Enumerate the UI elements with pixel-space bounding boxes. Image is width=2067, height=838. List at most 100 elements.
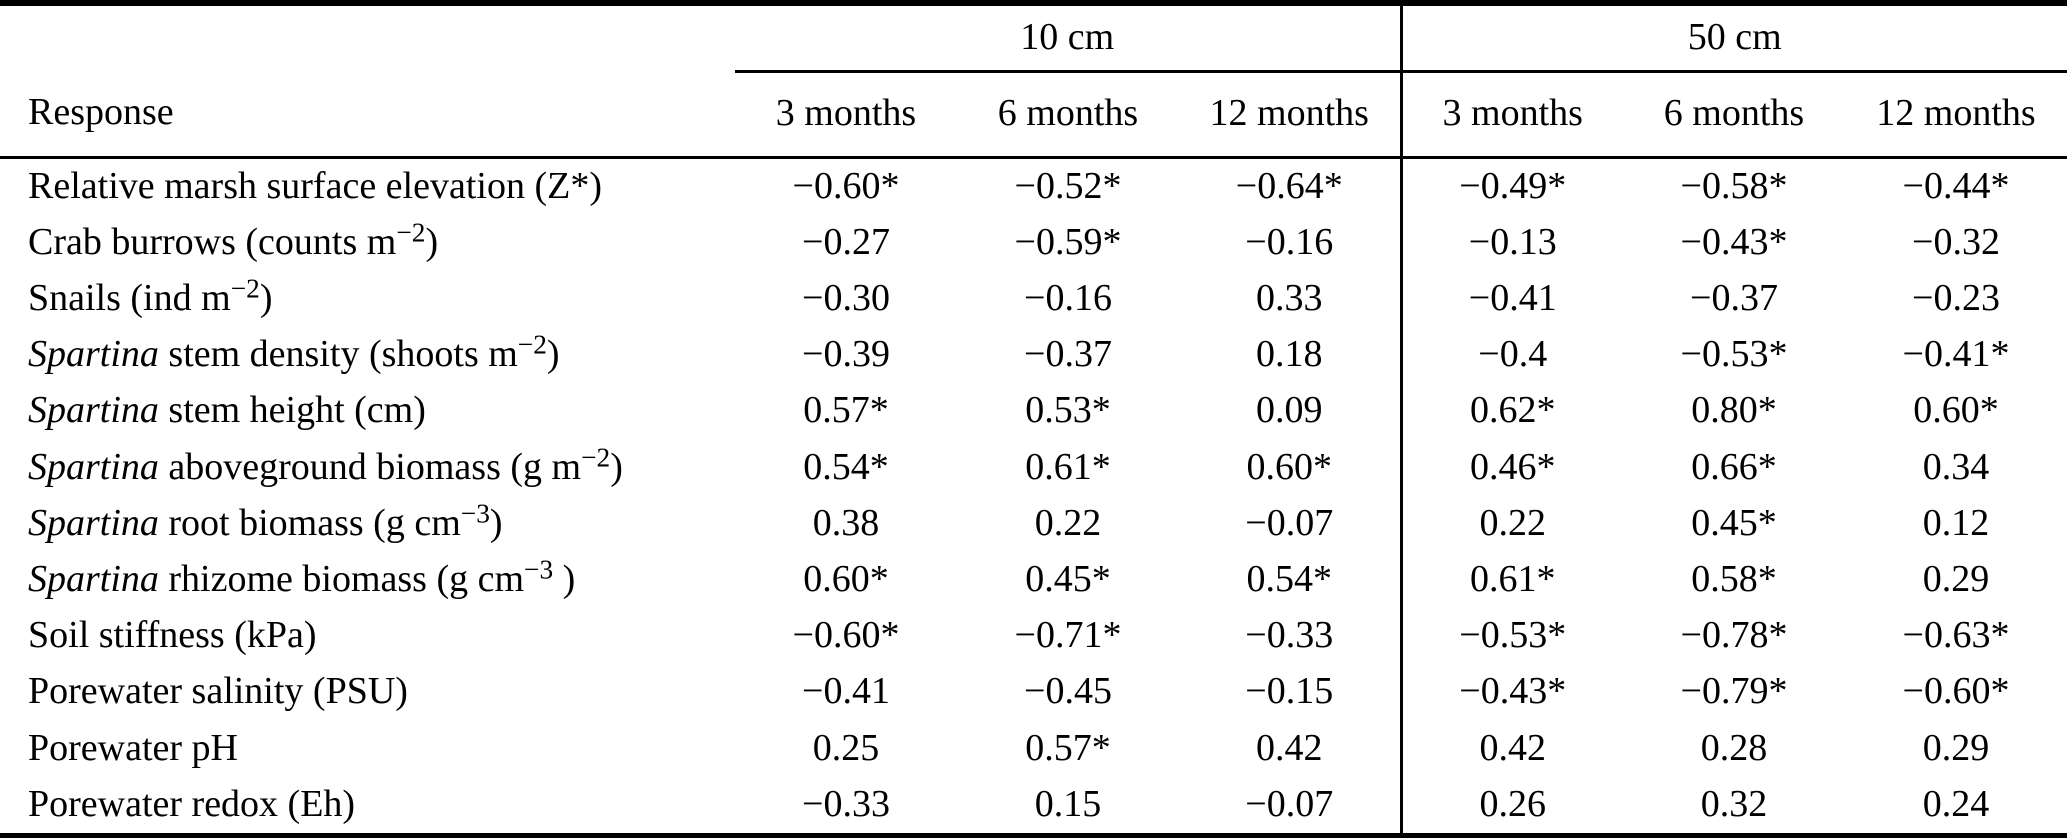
correlation-value: −0.16 [1245, 220, 1334, 263]
response-label-part: Crab burrows (counts m [28, 220, 397, 263]
correlation-value: 0.25 [812, 726, 880, 769]
correlation-value: −0.45 [1024, 670, 1112, 713]
response-label-part: −3 [524, 554, 554, 585]
correlation-value: 0.58* [1691, 558, 1777, 601]
response-label-part: Spartina [28, 389, 159, 432]
correlation-value: 0.57* [1025, 726, 1111, 769]
correlation-value: 0.33 [1256, 277, 1323, 320]
subheader-12-months-10cm: 12 months [1179, 71, 1401, 159]
correlation-value: 0.22 [1034, 501, 1102, 544]
correlation-value: 0.32 [1700, 782, 1768, 825]
correlation-value: −0.27 [802, 220, 890, 263]
group-header-row: 10 cm 50 cm [0, 3, 2067, 73]
correlation-value: 0.53* [1025, 389, 1111, 432]
correlation-value: −0.30 [802, 277, 890, 320]
correlation-value: 0.12 [1922, 501, 1990, 544]
response-label-part: −2 [230, 273, 260, 304]
correlation-value: −0.60* [792, 614, 900, 657]
correlation-value: 0.60* [1913, 389, 1999, 432]
sub-header-row: Response 3 months 6 months 12 months 3 m… [0, 71, 2067, 159]
response-label: Porewater salinity (PSU) [0, 664, 735, 720]
response-label-part: aboveground biomass (g m [158, 445, 582, 488]
response-label-part: ) [553, 558, 576, 601]
correlation-value: −0.44* [1902, 164, 2010, 207]
correlation-value: −0.60* [1902, 670, 2010, 713]
table-row: Spartina stem density (shoots m−2) −0.39 −… [0, 327, 2067, 384]
response-label: Snails (ind m−2) [0, 271, 735, 327]
table-row: Snails (ind m−2) −0.30 −0.16 0.33 −0.41 −0.37… [0, 270, 2067, 328]
response-label-part: Relative marsh surface elevation (Z*) [28, 164, 602, 207]
correlation-value: −0.33 [1245, 614, 1334, 657]
correlation-value: 0.54* [1246, 558, 1333, 601]
correlation-value: −0.41 [802, 670, 890, 713]
response-label: Spartina stem height (cm) [0, 383, 735, 439]
response-label: Spartina aboveground biomass (g m−2) [0, 439, 735, 495]
response-label: Soil stiffness (kPa) [0, 608, 735, 664]
correlation-value: −0.41* [1902, 333, 2010, 376]
response-label: Spartina root biomass (g cm−3) [0, 496, 735, 552]
correlation-value: −0.07 [1245, 501, 1334, 544]
table-row: Spartina aboveground biomass (g m−2) 0.54… [0, 439, 2067, 496]
correlation-value: 0.29 [1922, 726, 1990, 769]
group-header-50cm: 50 cm [1399, 3, 2067, 73]
correlation-value: −0.60* [792, 164, 900, 207]
table-row: Spartina rhizome biomass (g cm−3 ) 0.60* 0… [0, 551, 2067, 609]
corner-cell [0, 3, 735, 71]
response-label-part: ) [489, 501, 503, 544]
table-row: Soil stiffness (kPa) −0.60* −0.71* −0.33 −0.… [0, 608, 2067, 665]
correlation-value: −0.33 [802, 782, 890, 825]
correlation-value: −0.53* [1680, 333, 1788, 376]
correlation-value: −0.53* [1399, 608, 1623, 665]
response-label: Spartina rhizome biomass (g cm−3 ) [0, 552, 735, 608]
correlation-value: −0.49* [1399, 157, 1623, 215]
correlation-value: −0.16 [1024, 277, 1112, 320]
correlation-value: −0.23 [1912, 277, 2000, 320]
correlation-value: −0.37 [1690, 277, 1778, 320]
correlation-value: −0.64* [1235, 164, 1343, 207]
response-label-part: Spartina [28, 445, 159, 488]
correlation-value: −0.41 [1399, 270, 1623, 328]
correlation-value: −0.13 [1399, 214, 1623, 271]
correlation-value: 0.46* [1399, 439, 1623, 496]
table-row: Spartina root biomass (g cm−3) 0.38 0.22 −0… [0, 495, 2067, 552]
response-label-part: −3 [460, 498, 490, 529]
response-label-part: ) [610, 445, 623, 488]
response-label: Porewater pH [0, 720, 735, 776]
correlation-value: −0.39 [802, 333, 890, 376]
correlation-value: −0.07 [1245, 782, 1334, 825]
correlation-value: 0.34 [1922, 445, 1990, 488]
response-label-part: Spartina [28, 333, 159, 376]
correlation-value: −0.58* [1680, 164, 1788, 207]
correlation-value: −0.32 [1912, 220, 2000, 263]
correlation-value: 0.42 [1399, 720, 1623, 777]
response-label-part: Spartina [28, 501, 159, 544]
response-label: Spartina stem density (shoots m−2) [0, 327, 735, 383]
correlation-value: 0.09 [1256, 389, 1323, 432]
response-label-part: −2 [581, 442, 611, 473]
correlation-value: −0.4 [1399, 327, 1623, 384]
response-label-part: Snails (ind m [28, 277, 231, 320]
response-label-part: rhizome biomass (g cm [158, 558, 525, 601]
correlation-value: 0.45* [1691, 501, 1777, 544]
correlation-value: −0.78* [1680, 614, 1788, 657]
correlation-value: −0.43* [1399, 664, 1623, 721]
response-label-part: Soil stiffness (kPa) [28, 614, 317, 657]
correlation-value: −0.59* [1014, 220, 1122, 263]
response-label-part: ) [546, 333, 560, 376]
response-label-part: stem density (shoots m [158, 333, 518, 376]
response-label: Porewater redox (Eh) [0, 777, 735, 836]
response-label-part: Spartina [28, 558, 159, 601]
response-label-part: Porewater salinity (PSU) [28, 670, 408, 713]
correlation-value: 0.61* [1025, 445, 1111, 488]
correlation-value: 0.18 [1256, 333, 1323, 376]
correlation-value: 0.54* [803, 445, 889, 488]
correlation-value: 0.29 [1922, 558, 1990, 601]
response-label-part: stem height (cm) [158, 389, 426, 432]
subheader-12-months-50cm: 12 months [1845, 71, 2067, 159]
response-column-header: Response [0, 71, 735, 159]
correlation-value: 0.26 [1399, 776, 1623, 836]
response-label-part: −2 [396, 217, 426, 248]
table-row: Porewater pH 0.25 0.57* 0.42 0.42 0.28 0.29 [0, 720, 2067, 777]
table-row: Porewater salinity (PSU) −0.41 −0.45 −0.15 −… [0, 664, 2067, 721]
